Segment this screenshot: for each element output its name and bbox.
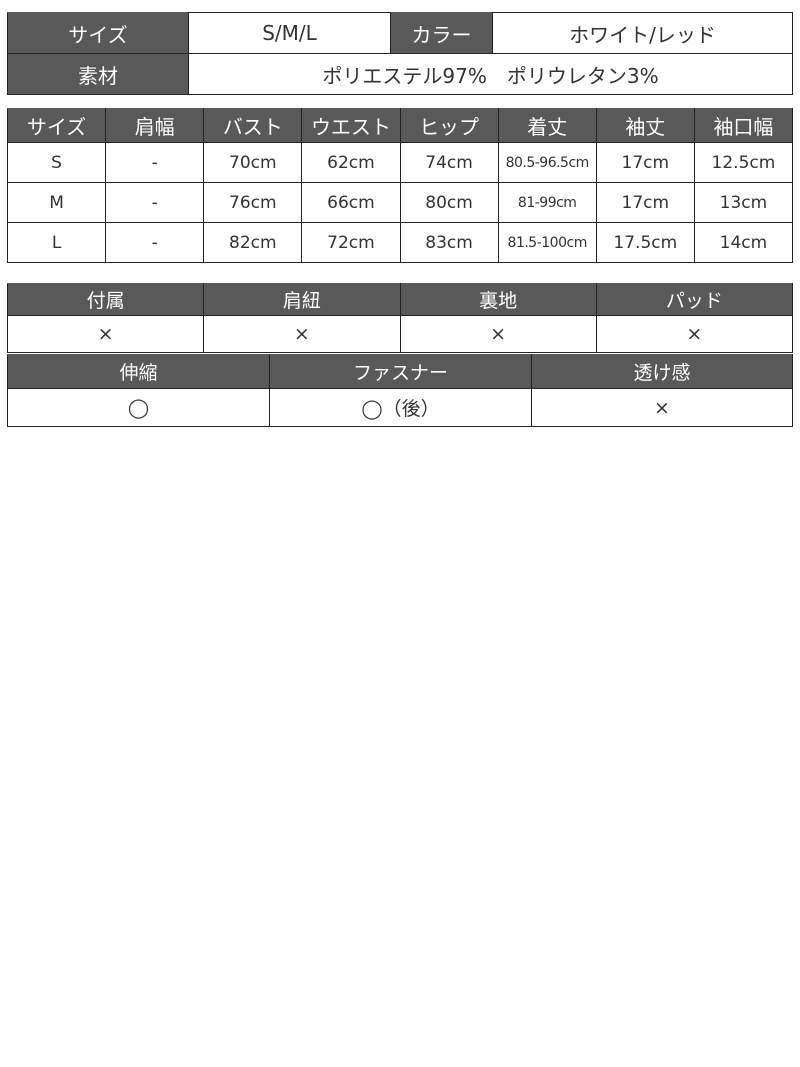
table-cell: 81.5-100cm bbox=[497, 222, 597, 263]
table-cell: 17cm bbox=[595, 182, 695, 223]
table-cell: 66cm bbox=[301, 182, 401, 223]
feature-header: 付属 bbox=[6, 283, 205, 316]
column-header: 袖口幅 bbox=[693, 108, 794, 143]
material-label: 素材 bbox=[7, 53, 189, 95]
feature-header: 裏地 bbox=[399, 283, 597, 316]
feature-value: × bbox=[203, 315, 401, 353]
table-cell: - bbox=[105, 142, 205, 183]
table-cell: 81-99cm bbox=[497, 182, 597, 223]
table-cell: 13cm bbox=[693, 182, 794, 223]
feature-header: 透け感 bbox=[531, 354, 793, 389]
features-table-1: 付属 肩紐 裏地 パッド × × × × bbox=[6, 283, 794, 353]
table-cell: - bbox=[105, 182, 205, 223]
material-value: ポリエステル97% ポリウレタン3% bbox=[188, 53, 793, 95]
size-label: サイズ bbox=[7, 12, 189, 54]
column-header: 肩幅 bbox=[105, 108, 205, 143]
column-header: ウエスト bbox=[301, 108, 401, 143]
table-cell: 14cm bbox=[693, 222, 794, 263]
table-cell: 17cm bbox=[595, 142, 695, 183]
size-value: S/M/L bbox=[188, 12, 391, 54]
feature-value: ◯ bbox=[7, 388, 270, 427]
table-row: M -76cm 66cm 80cm 81-99cm 17cm 13cm bbox=[6, 182, 794, 223]
table-cell: - bbox=[105, 222, 205, 263]
table-cell: 80.5-96.5cm bbox=[497, 142, 597, 183]
table-cell: 83cm bbox=[399, 222, 499, 263]
features-table-2: 伸縮 ファスナー 透け感 ◯ ◯（後） × bbox=[7, 354, 793, 427]
column-header: サイズ bbox=[6, 108, 107, 143]
table-cell: M bbox=[6, 182, 107, 223]
color-label: カラー bbox=[390, 12, 493, 54]
column-header: ヒップ bbox=[399, 108, 499, 143]
feature-value: × bbox=[531, 388, 793, 427]
column-header: 着丈 bbox=[497, 108, 597, 143]
feature-value: × bbox=[595, 315, 794, 353]
table-cell: 74cm bbox=[399, 142, 499, 183]
table-cell: S bbox=[6, 142, 107, 183]
table-cell: 12.5cm bbox=[693, 142, 794, 183]
table-row: S -70cm 62cm 74cm 80.5-96.5cm 17cm 12.5cm bbox=[6, 142, 794, 183]
feature-header: 肩紐 bbox=[203, 283, 401, 316]
spec-table: サイズ S/M/L カラー ホワイト/レッド 素材 ポリエステル97% ポリウレ… bbox=[7, 12, 793, 95]
feature-value: × bbox=[399, 315, 597, 353]
table-row: L -82cm 72cm 83cm 81.5-100cm 17.5cm 14cm bbox=[6, 222, 794, 263]
table-cell: 62cm bbox=[301, 142, 401, 183]
feature-value: × bbox=[6, 315, 205, 353]
column-header: バスト bbox=[203, 108, 303, 143]
table-cell: 70cm bbox=[203, 142, 303, 183]
table-cell: 80cm bbox=[399, 182, 499, 223]
table-cell: L bbox=[6, 222, 107, 263]
feature-value: ◯（後） bbox=[269, 388, 532, 427]
feature-header: 伸縮 bbox=[7, 354, 270, 389]
feature-header: パッド bbox=[595, 283, 794, 316]
table-cell: 82cm bbox=[203, 222, 303, 263]
column-header: 袖丈 bbox=[595, 108, 695, 143]
feature-header: ファスナー bbox=[269, 354, 532, 389]
color-value: ホワイト/レッド bbox=[492, 12, 793, 54]
table-cell: 17.5cm bbox=[595, 222, 695, 263]
size-chart-table: サイズ 肩幅 バスト ウエスト ヒップ 着丈 袖丈 袖口幅 S -70cm 62cm 74cm 80.… bbox=[6, 108, 794, 263]
table-cell: 72cm bbox=[301, 222, 401, 263]
table-cell: 76cm bbox=[203, 182, 303, 223]
